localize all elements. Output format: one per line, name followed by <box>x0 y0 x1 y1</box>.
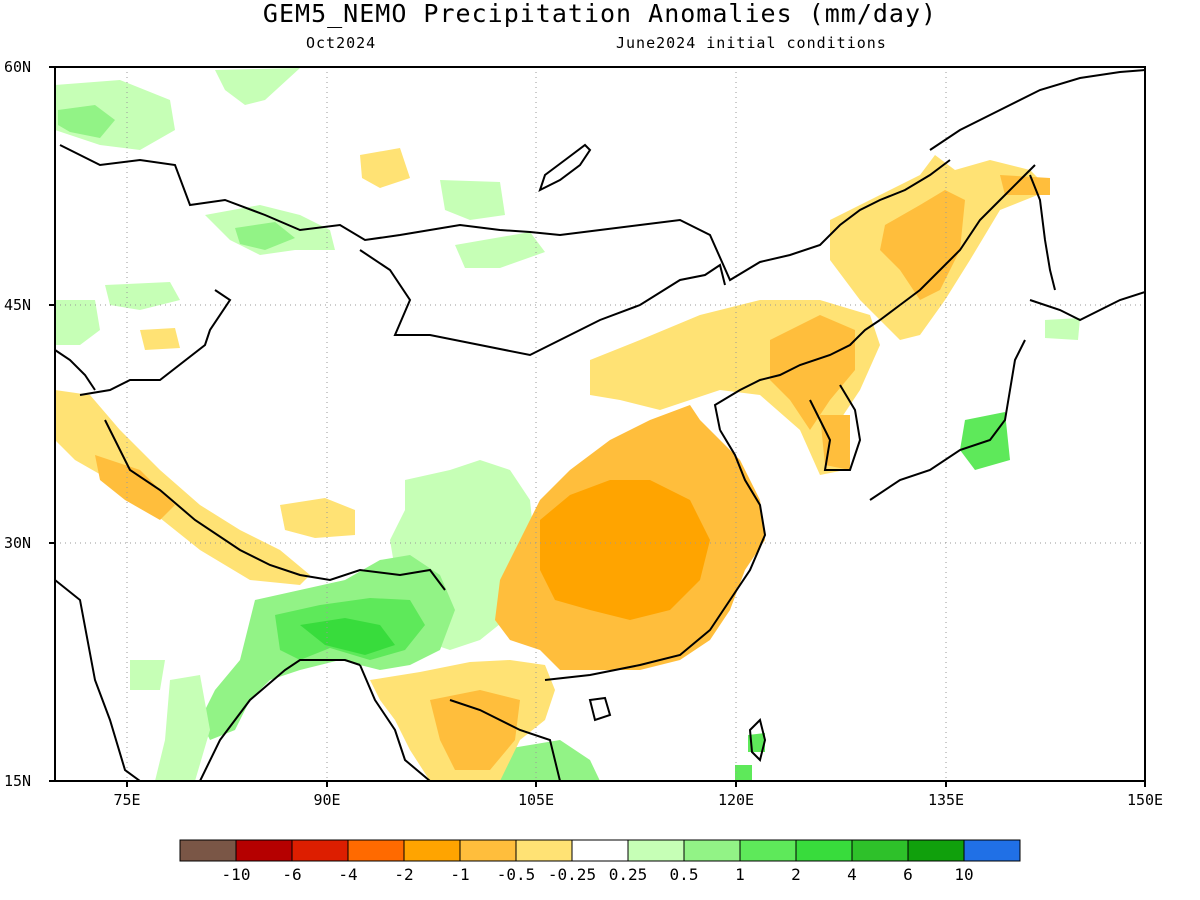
anomaly-shading <box>55 68 1080 781</box>
colorbar-swatch <box>571 839 629 862</box>
myanmar-coast <box>359 664 431 781</box>
lat-label-60n: 60N <box>4 58 32 76</box>
hainan <box>588 696 612 722</box>
wet-area-india-west <box>130 660 165 690</box>
dry-area-himalaya <box>55 390 310 585</box>
colorbar-label: 6 <box>903 865 913 884</box>
dry-area-indochina-core <box>430 690 520 770</box>
colorbar-label: 2 <box>791 865 801 884</box>
colorbar-swatch <box>683 839 741 862</box>
dry-area-northeast-core <box>770 315 855 430</box>
graticule <box>55 67 1145 781</box>
wet-area-sakhalin-east <box>1045 318 1080 340</box>
taiwan <box>748 718 767 762</box>
dry-area-himalaya-core <box>95 455 175 520</box>
bohai-coast <box>713 319 881 431</box>
wet-area-mongolia <box>455 232 545 268</box>
colorbar-label: 0.25 <box>608 865 648 884</box>
colorbar-swatch <box>907 839 965 862</box>
wet-area-north-strip <box>215 68 300 105</box>
lon-label-120e: 120E <box>717 791 755 809</box>
dry-area-siberia-north <box>360 148 410 188</box>
japan-hokkaido <box>1029 291 1145 322</box>
wet-area-kazakh <box>105 282 180 310</box>
dry-area-kazakh-spot <box>140 328 180 350</box>
korea-coast <box>809 384 862 471</box>
okhotsk-coast <box>929 69 1145 151</box>
lon-label-135e: 135E <box>927 791 965 809</box>
lon-label-150e: 150E <box>1126 791 1164 809</box>
colorbar-swatch <box>291 839 349 862</box>
map-frame <box>54 66 1146 782</box>
colorbar-label: -1 <box>450 865 470 884</box>
colorbar-swatch <box>515 839 573 862</box>
dry-area-south-china-core <box>540 480 710 620</box>
lat-label-45n: 45N <box>4 296 32 314</box>
wet-area-philippines <box>735 765 752 781</box>
colorbar-label: -0.5 <box>496 865 536 884</box>
colorbar-label: -4 <box>338 865 358 884</box>
colorbar-label: 1 <box>735 865 745 884</box>
wet-area-caspian <box>55 300 100 345</box>
lon-label-75e: 75E <box>113 791 141 809</box>
colorbar-swatch <box>459 839 517 862</box>
wet-area-india-south <box>155 675 210 781</box>
indochina-coast <box>449 699 561 781</box>
coastlines-and-borders <box>55 69 1145 781</box>
colorbar-swatch <box>851 839 909 862</box>
lat-label-15n: 15N <box>4 772 32 790</box>
japan-honshu <box>869 339 1026 501</box>
himalaya-border <box>104 419 446 591</box>
initial-conditions-label: June2024 initial conditions <box>616 34 887 52</box>
axis-ticks <box>49 66 1146 787</box>
dry-area-far-east-core <box>880 190 965 300</box>
colorbar-label: -6 <box>282 865 302 884</box>
lon-label-90e: 90E <box>313 791 341 809</box>
dry-area-tibet-spot <box>280 498 355 538</box>
mongolia-china-border <box>359 249 726 357</box>
colorbar-swatch <box>347 839 405 862</box>
colorbar-swatch <box>795 839 853 862</box>
india-coast <box>55 579 141 781</box>
dry-area-sakhalin-north <box>1000 175 1050 195</box>
wet-area-west-siberia-core <box>58 105 115 138</box>
wet-area-siberia-east <box>440 180 505 220</box>
colorbar-swatch <box>963 839 1021 862</box>
lat-label-30n: 30N <box>4 534 32 552</box>
colorbar-label: 0.5 <box>669 865 699 884</box>
bay-of-bengal-coast <box>199 659 361 781</box>
colorbar-swatch <box>739 839 797 862</box>
map-title: GEM5_NEMO Precipitation Anomalies (mm/da… <box>262 0 938 28</box>
sakhalin <box>1029 174 1056 291</box>
colorbar-label: -10 <box>221 865 251 884</box>
colorbar <box>179 839 1021 862</box>
wet-area-bengal-strong <box>300 618 395 655</box>
caspian-east <box>55 349 96 391</box>
colorbar-label: 4 <box>847 865 857 884</box>
russia-border <box>59 144 951 282</box>
colorbar-swatch <box>235 839 293 862</box>
wet-area-altai-core <box>235 222 295 250</box>
kazakh-china-border <box>79 289 232 396</box>
colorbar-swatch <box>179 839 237 862</box>
colorbar-swatch <box>627 839 685 862</box>
lon-label-105e: 105E <box>517 791 555 809</box>
south-china-coast <box>544 429 767 681</box>
colorbar-swatch <box>403 839 461 862</box>
forecast-month: Oct2024 <box>306 34 377 52</box>
colorbar-label: 10 <box>954 865 974 884</box>
colorbar-label: -0.25 <box>547 865 597 884</box>
wet-area-indochina <box>495 740 600 781</box>
baikal <box>538 143 592 192</box>
russia-pacific-coast <box>879 164 1036 321</box>
colorbar-label: -2 <box>394 865 414 884</box>
